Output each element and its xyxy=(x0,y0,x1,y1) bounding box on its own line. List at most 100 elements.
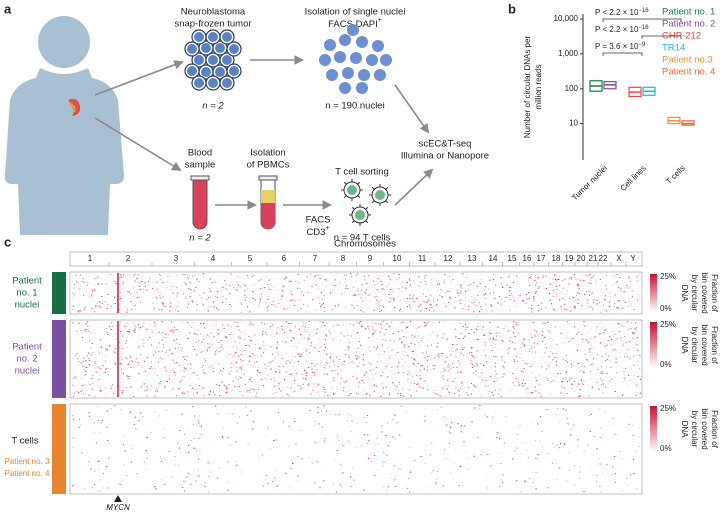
heatmap-cell xyxy=(235,341,236,342)
label: Blood xyxy=(188,148,212,159)
row-label: Patient xyxy=(12,342,42,353)
heatmap-cell xyxy=(164,484,165,485)
heatmap-cell xyxy=(531,422,532,423)
heatmap-cell xyxy=(134,332,135,333)
heatmap-cell xyxy=(308,367,309,368)
heatmap-cell xyxy=(253,298,254,299)
heatmap-cell xyxy=(191,440,192,441)
heatmap-cell xyxy=(391,300,392,301)
heatmap-cell xyxy=(111,306,112,307)
heatmap-cell xyxy=(458,295,459,296)
heatmap-cell xyxy=(353,325,354,326)
heatmap-cell xyxy=(88,412,89,413)
heatmap-cell xyxy=(134,424,135,425)
heatmap-cell xyxy=(324,350,325,351)
heatmap-cell xyxy=(322,469,323,470)
t-cells xyxy=(341,179,391,226)
label: Isolation of single nuclei xyxy=(305,7,406,18)
heatmap-cell xyxy=(314,375,315,376)
heatmap-cell xyxy=(543,275,544,276)
panel-label: a xyxy=(4,1,12,16)
heatmap-cell xyxy=(481,279,482,280)
heatmap-cell xyxy=(609,336,610,337)
heatmap-cell xyxy=(449,372,450,373)
heatmap-cell xyxy=(188,395,189,396)
heatmap-cell xyxy=(186,430,187,431)
heatmap-cell xyxy=(265,349,266,350)
heatmap-cell xyxy=(368,295,369,296)
heatmap-cell xyxy=(179,344,180,345)
heatmap-cell xyxy=(420,365,421,366)
heatmap-cell xyxy=(353,480,354,481)
receptor xyxy=(358,182,360,184)
heatmap-cell xyxy=(457,348,458,349)
heatmap-cell xyxy=(416,366,417,367)
colorbar-label: DNA xyxy=(680,337,689,355)
heatmap-cell xyxy=(569,278,570,279)
heatmap-cell xyxy=(550,277,551,278)
heatmap-cell xyxy=(132,361,133,362)
heatmap-cell xyxy=(320,321,321,322)
heatmap-cell xyxy=(502,376,503,377)
heatmap-cell xyxy=(176,395,177,396)
heatmap-cell xyxy=(519,295,520,296)
heatmap-cell xyxy=(293,338,294,339)
heatmap-cell xyxy=(235,352,236,353)
heatmap-cell xyxy=(546,276,547,277)
row-label: T cells xyxy=(11,436,39,447)
heatmap-cell xyxy=(550,382,551,383)
heatmap-cell xyxy=(628,357,629,358)
heatmap-cell xyxy=(491,310,492,311)
heatmap-cell xyxy=(241,369,242,370)
heatmap-cell xyxy=(465,329,466,330)
heatmap-cell xyxy=(556,445,557,446)
heatmap-cell xyxy=(564,279,565,280)
row-label: no. 1 xyxy=(16,288,37,299)
heatmap-cell xyxy=(529,285,530,286)
heatmap-cell xyxy=(270,449,271,450)
heatmap-cell xyxy=(622,345,623,346)
heatmap-cell xyxy=(178,464,179,465)
heatmap-cell xyxy=(376,300,377,301)
heatmap-cell xyxy=(636,384,637,385)
heatmap-cell xyxy=(251,377,252,378)
heatmap-cell xyxy=(309,410,310,411)
heatmap-cell xyxy=(460,300,461,301)
heatmap-cell xyxy=(294,421,295,422)
heatmap-cell xyxy=(101,390,102,391)
heatmap-cell xyxy=(308,349,309,350)
heatmap-cell xyxy=(142,366,143,367)
heatmap-cell xyxy=(138,365,139,366)
heatmap-cell xyxy=(217,414,218,415)
heatmap-cell xyxy=(126,323,127,324)
heatmap-cell xyxy=(367,434,368,435)
heatmap-cell xyxy=(376,385,377,386)
heatmap-cell xyxy=(504,374,505,375)
heatmap-cell xyxy=(336,357,337,358)
heatmap-cell xyxy=(338,349,339,350)
heatmap-cell xyxy=(133,323,134,324)
heatmap-cell xyxy=(572,338,573,339)
heatmap-cell xyxy=(227,346,228,347)
heatmap-cell xyxy=(574,465,575,466)
heatmap-cell xyxy=(197,375,198,376)
heatmap-cell xyxy=(365,328,366,329)
heatmap-cell xyxy=(583,381,584,382)
chromosome-label: 16 xyxy=(523,254,532,263)
heatmap-cell xyxy=(136,293,137,294)
heatmap-cell xyxy=(393,289,394,290)
heatmap-cell xyxy=(240,332,241,333)
heatmap-cell xyxy=(291,294,292,295)
heatmap-cell xyxy=(130,367,131,368)
heatmap-cell xyxy=(601,373,602,374)
heatmap-cell xyxy=(494,347,495,348)
heatmap-cell xyxy=(84,282,85,283)
heatmap-cell xyxy=(522,386,523,387)
heatmap-cell xyxy=(170,289,171,290)
heatmap-cell xyxy=(639,343,640,344)
heatmap-cell xyxy=(359,323,360,324)
heatmap-cell xyxy=(413,299,414,300)
heatmap-cell xyxy=(555,292,556,293)
heatmap-cell xyxy=(473,373,474,374)
heatmap-cell xyxy=(461,291,462,292)
